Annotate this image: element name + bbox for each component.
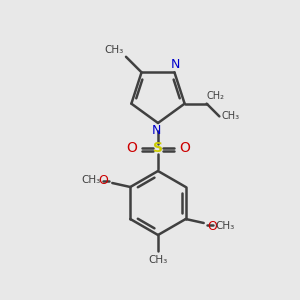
- Text: CH₃: CH₃: [221, 111, 239, 122]
- Text: O: O: [208, 220, 218, 232]
- Text: CH₃: CH₃: [105, 45, 124, 55]
- Text: N: N: [171, 58, 180, 71]
- Text: O: O: [126, 141, 137, 155]
- Text: O: O: [98, 173, 108, 187]
- Text: CH₃: CH₃: [148, 255, 168, 265]
- Text: CH₂: CH₂: [207, 91, 225, 101]
- Text: N: N: [151, 124, 161, 137]
- Text: O: O: [179, 141, 190, 155]
- Text: CH₃: CH₃: [216, 221, 235, 231]
- Text: CH₃: CH₃: [81, 175, 100, 185]
- Text: S: S: [153, 141, 163, 155]
